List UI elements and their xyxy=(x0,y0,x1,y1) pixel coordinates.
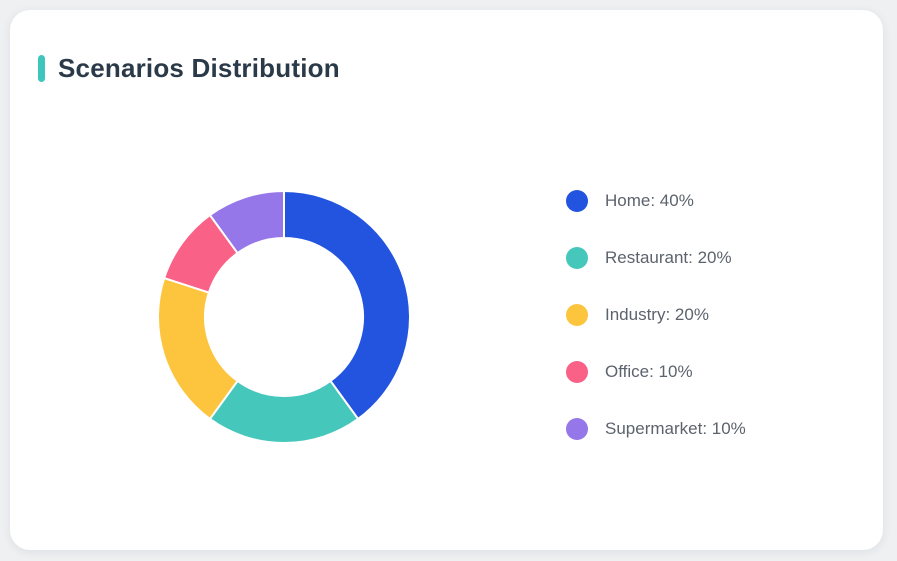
legend-label-home: Home: 40% xyxy=(605,191,694,210)
legend-label-office: Office: 10% xyxy=(605,362,693,381)
donut-segment-home[interactable] xyxy=(283,190,411,420)
legend-dot-industry xyxy=(566,304,588,326)
legend-item-restaurant[interactable]: Restaurant: 20% xyxy=(566,246,746,270)
donut-chart-svg xyxy=(157,190,411,444)
chart-legend: Home: 40% Restaurant: 20% Industry: 20% … xyxy=(566,189,746,441)
legend-dot-home xyxy=(566,190,588,212)
donut-segment-industry[interactable] xyxy=(157,277,239,420)
legend-dot-supermarket xyxy=(566,418,588,440)
legend-dot-office xyxy=(566,361,588,383)
legend-label-restaurant: Restaurant: 20% xyxy=(605,248,732,267)
legend-item-supermarket[interactable]: Supermarket: 10% xyxy=(566,417,746,441)
legend-label-supermarket: Supermarket: 10% xyxy=(605,419,746,438)
donut-segment-supermarket[interactable] xyxy=(208,190,285,255)
legend-item-home[interactable]: Home: 40% xyxy=(566,189,746,213)
title-accent-bar xyxy=(38,54,45,82)
donut-chart xyxy=(149,182,419,452)
card-header: Scenarios Distribution xyxy=(38,54,340,83)
legend-dot-restaurant xyxy=(566,247,588,269)
legend-item-office[interactable]: Office: 10% xyxy=(566,360,746,384)
page-title: Scenarios Distribution xyxy=(58,53,340,83)
legend-label-industry: Industry: 20% xyxy=(605,305,709,324)
legend-item-industry[interactable]: Industry: 20% xyxy=(566,303,746,327)
donut-segment-restaurant[interactable] xyxy=(208,379,360,444)
scenarios-card: Scenarios Distribution Home: 40% Restaur… xyxy=(10,10,883,550)
